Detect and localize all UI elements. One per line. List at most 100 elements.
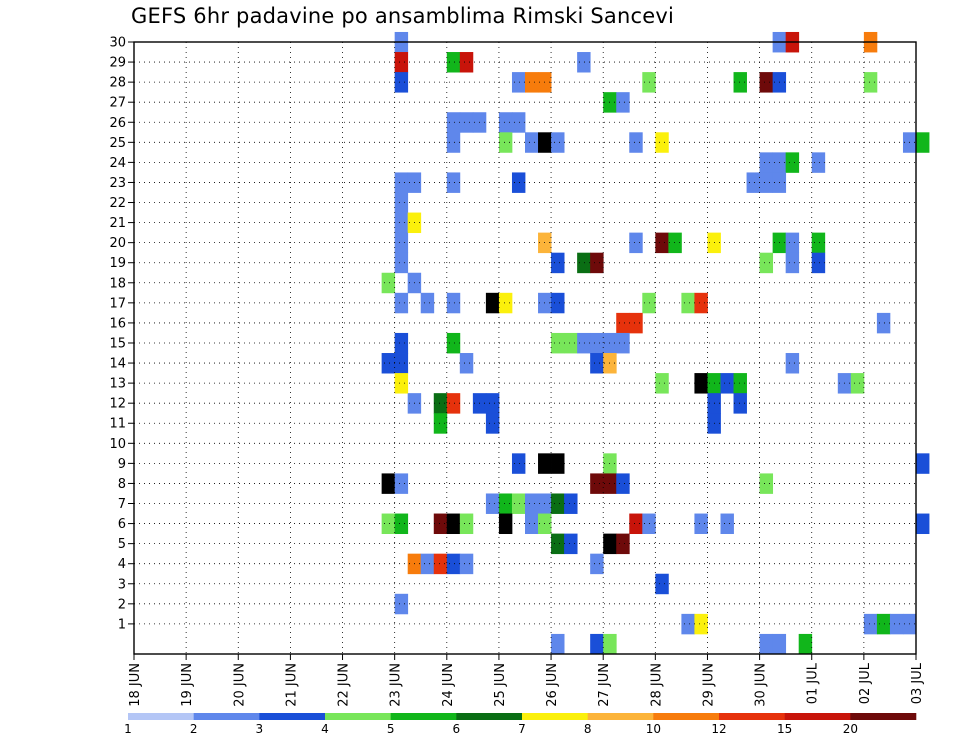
data-cell	[446, 172, 461, 193]
data-cell	[590, 332, 604, 354]
data-cell	[511, 493, 526, 514]
data-cell	[655, 573, 669, 595]
y-tick-label: 29	[109, 56, 126, 71]
data-cell	[446, 553, 461, 575]
data-cell	[577, 252, 591, 274]
data-cell	[551, 332, 565, 354]
data-cell	[590, 553, 604, 575]
data-cell	[564, 493, 578, 514]
x-tick-label: 25 JUN	[493, 663, 508, 707]
colorbar-label: 10	[646, 722, 661, 736]
data-cell	[394, 473, 409, 494]
data-cell	[446, 292, 461, 314]
data-cell	[394, 513, 409, 535]
data-cell	[394, 353, 409, 374]
x-tick-label: 18 JUN	[128, 663, 143, 707]
data-cell	[420, 292, 435, 314]
colorbar-swatch	[850, 713, 917, 720]
data-cell	[629, 232, 643, 254]
data-cell	[551, 453, 565, 474]
data-cell	[577, 52, 591, 73]
colorbar-swatch	[522, 713, 588, 720]
x-tick-label: 28 JUN	[649, 663, 664, 707]
data-cell	[785, 152, 800, 173]
data-cell	[485, 413, 500, 434]
data-cell	[446, 393, 461, 414]
y-tick-label: 6	[118, 517, 126, 532]
colorbar-swatch	[259, 713, 326, 720]
data-cell	[511, 72, 526, 93]
data-cell	[577, 332, 591, 354]
data-cell	[394, 232, 409, 254]
data-cell	[681, 613, 695, 635]
data-cell	[394, 212, 409, 234]
colorbar-swatch	[456, 713, 523, 720]
data-cell	[759, 152, 774, 173]
data-cell	[668, 232, 682, 254]
data-cell	[655, 232, 669, 254]
data-cell	[381, 272, 396, 294]
data-cell	[694, 292, 708, 314]
x-tick-label: 22 JUN	[337, 663, 352, 707]
data-cell	[889, 613, 904, 635]
data-cell	[759, 172, 774, 193]
x-tick-label: 26 JUN	[545, 663, 560, 707]
y-tick-label: 2	[118, 597, 126, 612]
data-cell	[394, 593, 409, 615]
data-cell	[446, 112, 461, 133]
colorbar-swatch	[784, 713, 851, 720]
colorbar-label: 3	[256, 722, 264, 736]
data-cell	[863, 613, 878, 635]
y-tick-label: 4	[118, 557, 126, 572]
data-cell	[720, 513, 734, 535]
plot-frame	[133, 41, 917, 655]
colorbar-label: 12	[711, 722, 726, 736]
data-cell	[616, 533, 630, 555]
x-tick-label: 02 JUL	[858, 662, 873, 704]
data-cell	[433, 393, 448, 414]
y-tick-label: 19	[109, 256, 126, 271]
data-cell	[394, 292, 409, 314]
data-cell	[772, 633, 787, 655]
y-tick-label: 1	[118, 617, 126, 632]
data-cell	[525, 132, 539, 153]
x-tick-label: 21 JUN	[284, 663, 299, 707]
colorbar-label: 8	[584, 722, 592, 736]
y-tick-label: 11	[109, 417, 126, 432]
data-cell	[850, 373, 865, 394]
colorbar-label: 6	[453, 722, 461, 736]
data-cell	[759, 72, 774, 93]
data-cell	[525, 513, 539, 535]
data-cell	[485, 493, 500, 514]
data-cell	[798, 633, 813, 655]
data-cell	[590, 353, 604, 374]
data-cell	[694, 613, 708, 635]
data-cell	[511, 112, 526, 133]
y-tick-label: 13	[109, 377, 126, 392]
x-tick-label: 23 JUN	[389, 663, 404, 707]
colorbar-swatch	[390, 713, 457, 720]
data-cell	[811, 152, 826, 173]
y-tick-label: 20	[109, 236, 126, 251]
data-cell	[485, 292, 500, 314]
y-tick-label: 28	[109, 76, 126, 91]
data-cell	[525, 72, 539, 93]
data-cell	[629, 312, 643, 334]
data-cell	[551, 633, 565, 655]
data-cell	[590, 252, 604, 274]
data-cell	[629, 513, 643, 535]
y-tick-label: 30	[109, 36, 126, 51]
data-cell	[694, 373, 708, 394]
data-cell	[811, 252, 826, 274]
x-tick-label: 24 JUN	[441, 663, 456, 707]
data-cell	[511, 172, 526, 193]
data-cell	[616, 473, 630, 494]
data-cell	[863, 72, 878, 93]
data-cell	[381, 353, 396, 374]
data-cell	[564, 533, 578, 555]
data-cell	[616, 92, 630, 113]
data-cell	[525, 493, 539, 514]
data-cell	[564, 332, 578, 354]
data-cell	[785, 353, 800, 374]
data-cell	[655, 132, 669, 153]
